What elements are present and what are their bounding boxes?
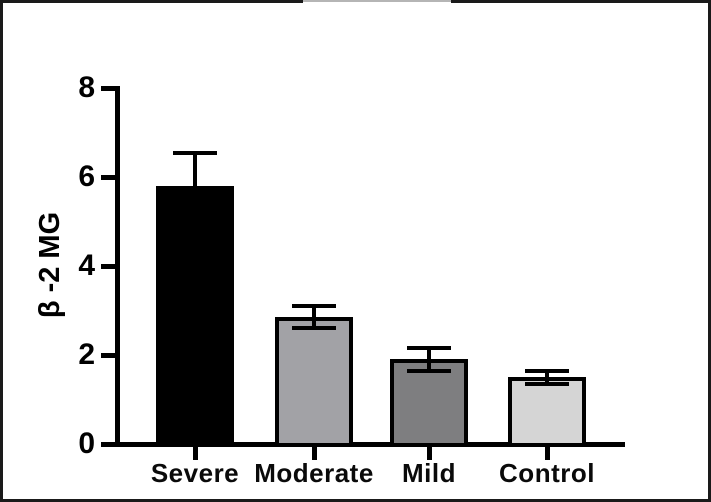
x-tick <box>311 447 317 460</box>
error-cap-top-moderate <box>292 304 336 309</box>
x-tick <box>544 447 550 460</box>
y-axis-line <box>115 86 120 447</box>
y-tick <box>101 352 115 358</box>
frame-top-notch <box>303 0 451 4</box>
y-tick <box>101 441 115 447</box>
bar-chart-plot: β -2 MG 0 2 4 6 8 Severe Moderate Mild Control <box>3 3 708 499</box>
error-bar-moderate <box>312 306 316 329</box>
x-axis-label-severe: Severe <box>150 458 240 488</box>
x-axis-line <box>115 442 625 447</box>
error-cap-top-mild <box>407 346 451 351</box>
y-tick-label: 4 <box>78 249 95 282</box>
error-cap-top-severe <box>173 150 217 155</box>
bar-mild <box>390 359 468 447</box>
y-tick <box>101 85 115 91</box>
y-tick-label: 0 <box>78 427 95 460</box>
error-bar-severe <box>193 152 197 220</box>
error-cap-bottom-severe <box>173 217 217 222</box>
error-cap-top-control <box>525 368 569 373</box>
error-cap-bottom-control <box>525 381 569 386</box>
error-bar-control <box>545 370 549 384</box>
y-tick <box>101 174 115 180</box>
y-tick <box>101 263 115 269</box>
error-bar-mild <box>427 348 431 371</box>
bar-control <box>508 377 586 447</box>
bar-severe <box>156 185 234 447</box>
error-cap-bottom-moderate <box>292 326 336 331</box>
x-tick <box>192 447 198 460</box>
x-axis-label-control: Control <box>499 458 595 488</box>
y-tick-label: 6 <box>78 160 95 193</box>
x-tick <box>426 447 432 460</box>
y-tick-label: 2 <box>78 338 95 371</box>
x-axis-label-mild: Mild <box>402 458 456 488</box>
error-cap-bottom-mild <box>407 368 451 373</box>
y-tick-label: 8 <box>78 71 95 104</box>
bar-moderate <box>275 317 353 447</box>
x-axis-label-moderate: Moderate <box>254 458 374 488</box>
